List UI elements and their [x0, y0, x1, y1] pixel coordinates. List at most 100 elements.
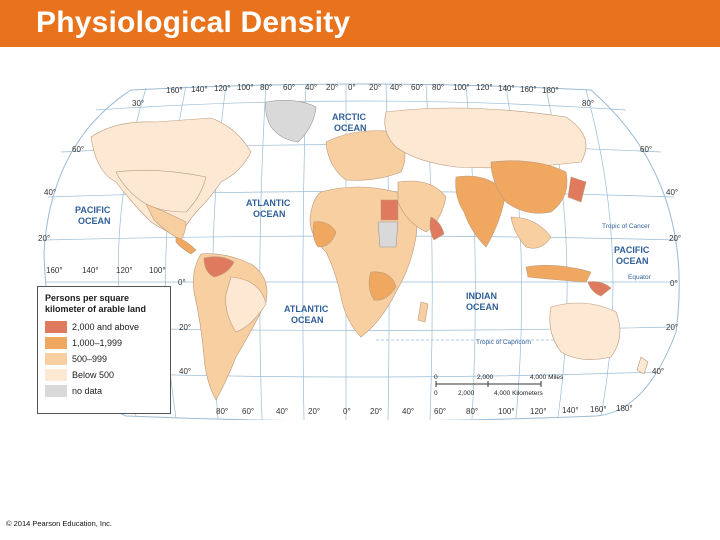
lon-label: 120°	[530, 407, 547, 416]
map-svg: 160° 140° 120° 100° 80° 60° 40° 20° 0° 2…	[38, 83, 681, 420]
lat-label: 80°	[582, 99, 594, 108]
longitude-labels-top: 160° 140° 120° 100° 80° 60° 40° 20° 0° 2…	[166, 83, 559, 95]
brazil	[225, 276, 267, 333]
legend-item: Below 500	[45, 367, 164, 383]
atlantic-ocean-south-label-1: ATLANTIC	[284, 304, 329, 314]
west-africa	[312, 221, 337, 248]
atlantic-ocean-north-label-1: ATLANTIC	[246, 198, 291, 208]
lat-label: 60°	[72, 145, 84, 154]
legend-swatch	[45, 337, 67, 349]
lat-label: 60°	[640, 145, 652, 154]
scale-bar: 0 2,000 4,000 Miles 0 2,000 4,000 Kilome…	[434, 374, 564, 397]
lon-label: 60°	[242, 407, 254, 416]
legend-title: Persons per square kilometer of arable l…	[45, 293, 147, 314]
lon-label: 80°	[432, 83, 444, 92]
slide-title: Physiological Density	[36, 6, 351, 39]
pacific-ocean-west-label-2: OCEAN	[78, 216, 111, 226]
pacific-ocean-east-label-2: OCEAN	[616, 256, 649, 266]
longitude-labels-bottom: 80° 60° 40° 20° 0° 20° 40° 60° 80° 100° …	[216, 404, 633, 416]
lat-label: 40°	[179, 367, 191, 376]
legend-item: no data	[45, 383, 164, 399]
lon-label: 120°	[116, 266, 133, 275]
china	[490, 160, 568, 214]
southeast-asia	[510, 216, 552, 249]
lat-label: 40°	[666, 188, 678, 197]
world-map: 160° 140° 120° 100° 80° 60° 40° 20° 0° 2…	[36, 82, 686, 420]
legend-item: 2,000 and above	[45, 319, 164, 335]
legend-label: no data	[72, 386, 103, 396]
greenland	[265, 100, 317, 143]
lon-label: 140°	[498, 84, 515, 93]
lon-label: 120°	[476, 83, 493, 92]
papua	[587, 281, 612, 297]
pacific-ocean-east-label-1: PACIFIC	[614, 245, 650, 255]
legend-swatch	[45, 385, 67, 397]
equator-label: Equator	[628, 274, 652, 281]
lon-label: 20°	[369, 83, 381, 92]
lon-label: 140°	[82, 266, 99, 275]
south-asia	[455, 175, 507, 248]
scale-miles-zero: 0	[434, 374, 438, 381]
lon-label: 100°	[237, 83, 254, 92]
atlantic-ocean-north-label-2: OCEAN	[253, 209, 286, 219]
legend-swatch	[45, 369, 67, 381]
lon-label: 180°	[616, 404, 633, 413]
lon-label: 160°	[520, 85, 537, 94]
lon-label: 180°	[542, 86, 559, 95]
legend-label: Below 500	[72, 370, 115, 380]
egypt	[380, 199, 399, 221]
lat-label: 20°	[669, 234, 681, 243]
lat-label: 0°	[670, 279, 678, 288]
colombia-venezuela	[203, 256, 235, 278]
arctic-ocean-label-1: ARCTIC	[332, 112, 366, 122]
japan-korea	[567, 176, 587, 203]
lat-label: 30°	[132, 99, 144, 108]
lon-label: 140°	[562, 406, 579, 415]
scale-km-zero: 0	[434, 390, 438, 397]
lon-label: 100°	[498, 407, 515, 416]
scale-km-mid: 2,000	[458, 390, 475, 397]
central-america	[175, 236, 197, 255]
lon-label: 40°	[305, 83, 317, 92]
lon-label: 80°	[216, 407, 228, 416]
pacific-ocean-west-label-1: PACIFIC	[75, 205, 111, 215]
legend-label: 500–999	[72, 354, 108, 364]
atlantic-ocean-south-label-2: OCEAN	[291, 315, 324, 325]
scale-miles-end: 4,000 Miles	[530, 374, 564, 381]
tropic-of-cancer-label: Tropic of Cancer	[602, 223, 651, 230]
australia	[549, 302, 621, 360]
madagascar	[417, 301, 429, 323]
legend-swatch	[45, 353, 67, 365]
scale-km-end: 4,000 Kilometers	[494, 390, 544, 397]
tropic-of-capricorn-label: Tropic of Capricorn	[476, 339, 531, 346]
lon-label: 40°	[390, 83, 402, 92]
lon-label: 160°	[46, 266, 63, 275]
lon-label: 60°	[434, 407, 446, 416]
legend-label: 1,000–1,999	[72, 338, 123, 348]
copyright-notice: © 2014 Pearson Education, Inc.	[6, 519, 113, 528]
lat-label: 40°	[652, 367, 664, 376]
indonesia	[525, 265, 592, 283]
latitude-labels-right: 80° 60° 40° 20° 0° 20° 40°	[582, 99, 681, 376]
lon-label: 20°	[326, 83, 338, 92]
scale-miles-mid: 2,000	[477, 374, 494, 381]
lon-label: 60°	[411, 83, 423, 92]
legend-swatch	[45, 321, 67, 333]
lat-label: 20°	[666, 323, 678, 332]
east-africa	[368, 271, 397, 301]
arctic-ocean-label-2: OCEAN	[334, 123, 367, 133]
legend-label: 2,000 and above	[72, 322, 140, 332]
indian-ocean-label-1: INDIAN	[466, 291, 497, 301]
europe	[325, 130, 406, 181]
lon-label: 60°	[283, 83, 295, 92]
map-legend: Persons per square kilometer of arable l…	[37, 286, 171, 414]
lon-label: 160°	[166, 86, 183, 95]
title-bar: Physiological Density	[0, 0, 720, 47]
lon-label: 80°	[260, 83, 272, 92]
usa	[115, 170, 207, 213]
mexico	[145, 203, 187, 241]
legend-item: 1,000–1,999	[45, 335, 164, 351]
legend-item: 500–999	[45, 351, 164, 367]
lat-label: 0°	[178, 278, 186, 287]
new-zealand	[636, 356, 649, 375]
